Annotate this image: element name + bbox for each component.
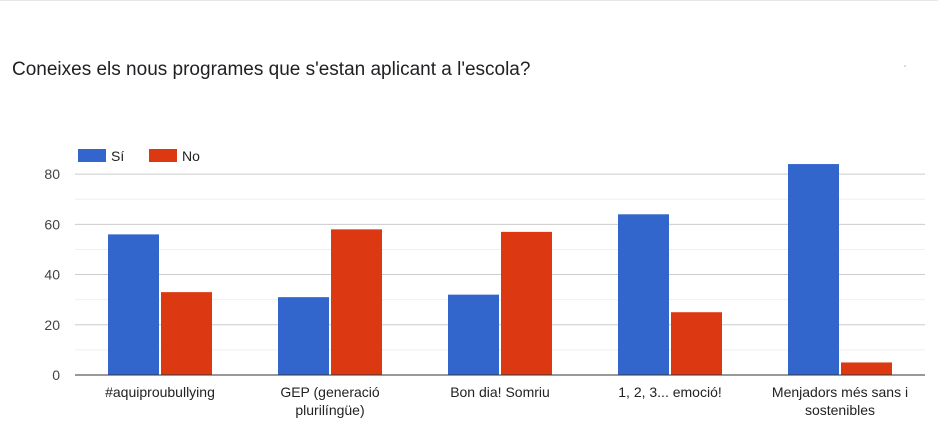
bar-si [788, 164, 839, 375]
x-tick-label: Bon dia! Somriu [450, 384, 550, 400]
bar-no [841, 362, 892, 375]
y-tick-label: 40 [44, 267, 60, 283]
legend-label: No [182, 148, 200, 164]
legend-swatch [78, 149, 106, 162]
legend-label: Sí [111, 148, 124, 164]
bar-si [448, 294, 499, 375]
x-tick-label: 1, 2, 3... emoció! [618, 384, 722, 400]
bar-no [501, 231, 552, 375]
bar-si [278, 297, 329, 375]
legend-swatch [149, 149, 177, 162]
y-tick-label: 0 [52, 367, 60, 383]
bar-si [618, 214, 669, 375]
menu-dot-icon [904, 65, 906, 67]
x-tick-label: #aquiproubullying [105, 384, 215, 400]
bar-no [671, 312, 722, 375]
bar-no [161, 292, 212, 375]
x-tick-label: GEP (generació plurilíngüe) [280, 384, 380, 418]
x-tick-label: Menjadors més sans i sostenibles [772, 384, 908, 418]
question-title: Coneixes els nous programes que s'estan … [12, 59, 531, 80]
y-tick-label: 60 [44, 216, 60, 232]
y-tick-label: 80 [44, 166, 60, 182]
bar-no [331, 229, 382, 375]
bar-si [108, 234, 159, 375]
y-tick-label: 20 [44, 317, 60, 333]
